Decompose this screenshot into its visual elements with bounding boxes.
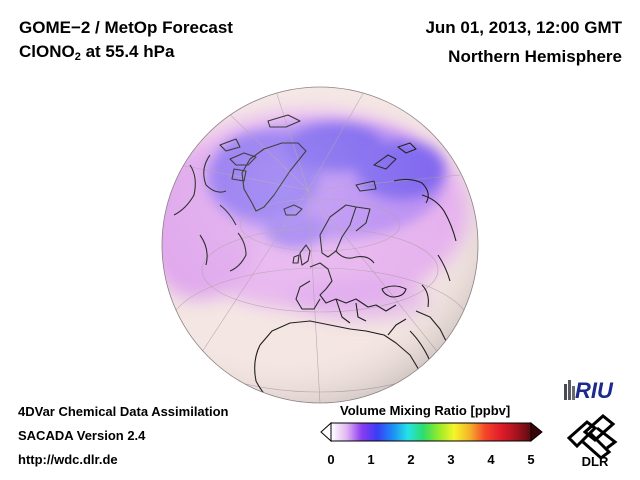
riu-logo-text: RIU bbox=[575, 378, 614, 403]
dlr-logo-text: DLR bbox=[582, 454, 609, 468]
globe-outline bbox=[161, 86, 479, 404]
riu-logo: RIU bbox=[564, 378, 614, 403]
footer-url: http://wdc.dlr.de bbox=[18, 452, 118, 467]
hemisphere-map bbox=[161, 86, 479, 404]
colorbar-title: Volume Mixing Ratio [ppbv] bbox=[340, 403, 511, 418]
footer-version: SACADA Version 2.4 bbox=[18, 428, 146, 443]
colorbar-tick-label: 0 bbox=[327, 452, 335, 467]
colorbar-under-arrow bbox=[320, 421, 332, 443]
species-subscript: 2 bbox=[74, 51, 81, 63]
colorbar-tick-label: 2 bbox=[407, 452, 415, 467]
colorbar-over-arrow bbox=[530, 421, 543, 443]
title: GOME−2 / MetOp Forecast bbox=[19, 18, 233, 37]
colorbar-tick-label: 5 bbox=[527, 452, 535, 467]
species-suffix: at 55.4 hPa bbox=[80, 42, 175, 61]
colorbar-gradient bbox=[330, 422, 532, 442]
species-label: ClONO2 at 55.4 hPa bbox=[19, 42, 175, 63]
colorbar bbox=[320, 421, 543, 443]
footer-method: 4DVar Chemical Data Assimilation bbox=[18, 404, 229, 419]
forecast-datetime: Jun 01, 2013, 12:00 GMT bbox=[425, 18, 622, 37]
dlr-logo: DLR bbox=[566, 414, 618, 468]
region-label: Northern Hemisphere bbox=[448, 47, 622, 66]
colorbar-tick-label: 3 bbox=[447, 452, 455, 467]
colorbar-tick-label: 4 bbox=[487, 452, 495, 467]
colorbar-tick-label: 1 bbox=[367, 452, 375, 467]
species-prefix: ClONO bbox=[19, 42, 75, 61]
